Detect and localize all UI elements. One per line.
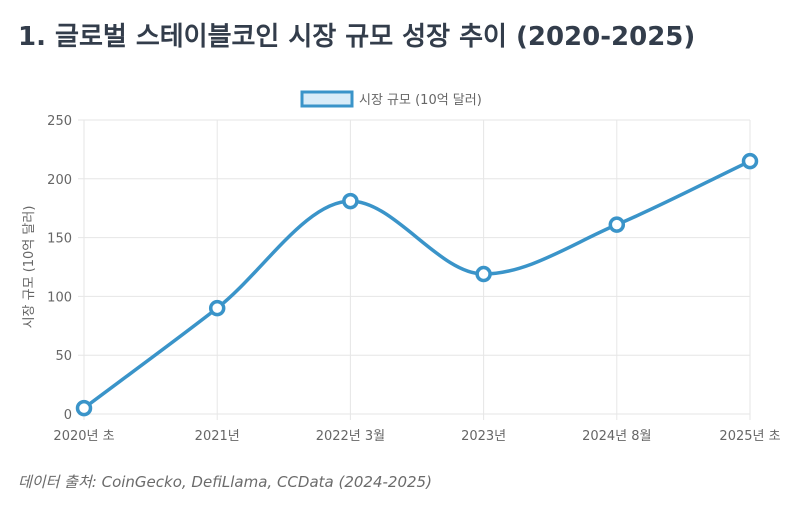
data-point[interactable] <box>75 399 93 417</box>
line-chart: 0 50 100 150 200 250 2020년 초 2021년 2022년 3월 2023… <box>22 90 781 444</box>
x-tick-label: 2023년 <box>461 429 506 444</box>
data-point[interactable] <box>208 299 226 317</box>
x-tick-label: 2021년 <box>195 429 240 444</box>
legend-swatch <box>300 90 354 108</box>
x-tick-label: 2024년 8월 <box>582 429 651 444</box>
y-tick-label: 100 <box>47 290 72 305</box>
grid-lines <box>78 119 751 420</box>
y-axis-title: 시장 규모 (10억 달러) <box>22 206 37 329</box>
x-tick-label: 2022년 3월 <box>316 429 385 444</box>
legend[interactable]: 시장 규모 (10억 달러) <box>300 90 482 108</box>
y-tick-label: 250 <box>47 114 72 129</box>
x-tick-label: 2025년 초 <box>719 429 780 444</box>
source-prefix: 데이터 출처: <box>18 473 102 491</box>
data-point[interactable] <box>342 192 359 210</box>
y-tick-label: 50 <box>55 349 72 364</box>
page-title: 1. 글로벌 스테이블코인 시장 규모 성장 추이 (2020-2025) <box>18 22 696 52</box>
y-axis: 0 50 100 150 200 250 <box>47 114 72 423</box>
y-tick-label: 150 <box>47 232 72 247</box>
data-point[interactable] <box>475 265 492 283</box>
source-list: CoinGecko, DefiLlama, CCData (2024-2025) <box>101 473 432 491</box>
y-tick-label: 0 <box>64 408 72 423</box>
series-line <box>82 159 751 410</box>
data-point[interactable] <box>741 152 759 170</box>
legend-label: 시장 규모 (10억 달러) <box>359 93 482 108</box>
data-point[interactable] <box>608 216 626 233</box>
y-tick-label: 200 <box>47 173 72 188</box>
data-source-note: 데이터 출처: CoinGecko, DefiLlama, CCData (20… <box>18 471 432 492</box>
x-axis: 2020년 초 2021년 2022년 3월 2023년 2024년 8월 2025년 초 <box>53 429 780 444</box>
x-tick-label: 2020년 초 <box>53 429 114 444</box>
data-points <box>75 152 759 417</box>
